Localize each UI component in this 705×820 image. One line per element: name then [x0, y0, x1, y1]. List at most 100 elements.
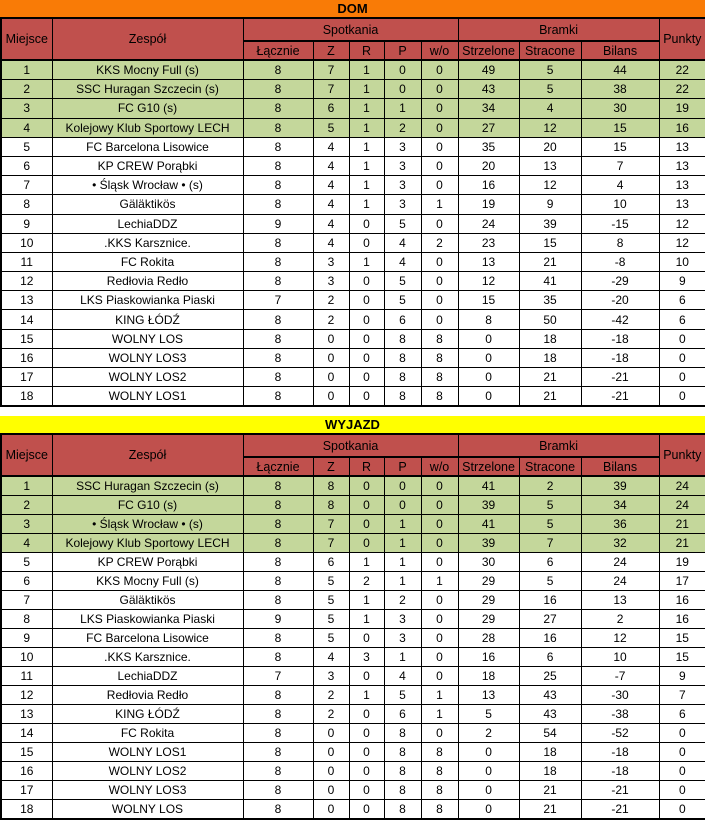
header-group-row: Miejsce Zespół Spotkania Bramki Punkty	[0, 17, 705, 61]
goals-conceded-cell: 25	[518, 666, 582, 687]
goals-scored-cell: 18	[457, 666, 520, 687]
goal-balance-cell: -29	[580, 271, 660, 292]
table-row: 9 FC Barcelona Lisowice 8 5 0 3 0 28 16 12 15	[0, 628, 705, 649]
table-row: 15 WOLNY LOS 8 0 0 8 8 0 18 -18 0	[0, 328, 705, 349]
draws-cell: 0	[348, 761, 385, 782]
goal-balance-cell: -21	[580, 799, 660, 820]
goals-conceded-cell: 18	[518, 742, 582, 763]
col-header-goals-for: Strzelone	[457, 40, 520, 61]
points-cell: 12	[658, 213, 705, 234]
col-group-goals: Bramki	[457, 433, 660, 459]
matches-total-cell: 8	[242, 117, 314, 138]
matches-total-cell: 8	[242, 232, 314, 253]
table-row: 18 WOLNY LOS1 8 0 0 8 8 0 21 -21 0	[0, 386, 705, 407]
home-table-section: DOM Miejsce Zespół Spotkania Bramki Punk…	[0, 0, 705, 408]
losses-cell: 6	[383, 309, 422, 330]
place-cell: 1	[0, 475, 53, 497]
points-cell: 13	[658, 155, 705, 177]
points-cell: 21	[658, 514, 705, 535]
goals-scored-cell: 43	[457, 79, 520, 100]
team-cell: FC Barcelona Lisowice	[51, 136, 244, 157]
goal-balance-cell: -8	[580, 251, 660, 273]
place-cell: 10	[0, 232, 53, 253]
team-cell: Kolejowy Klub Sportowy LECH	[51, 533, 244, 554]
table-row: 13 KING ŁÓDŹ 8 2 0 6 1 5 43 -38 6	[0, 704, 705, 725]
wins-cell: 7	[312, 514, 350, 535]
goals-scored-cell: 24	[457, 213, 520, 234]
matches-total-cell: 8	[242, 251, 314, 273]
goals-scored-cell: 41	[457, 475, 520, 497]
points-cell: 0	[658, 328, 705, 349]
wins-cell: 6	[312, 552, 350, 573]
walkover-cell: 8	[420, 347, 459, 369]
walkover-cell: 0	[420, 213, 459, 234]
goal-balance-cell: 15	[580, 117, 660, 138]
points-cell: 15	[658, 628, 705, 649]
points-cell: 9	[658, 271, 705, 292]
goal-balance-cell: 4	[580, 175, 660, 196]
goals-conceded-cell: 16	[518, 590, 582, 611]
col-header-goals-against: Stracone	[518, 40, 582, 61]
draws-cell: 0	[348, 628, 385, 649]
points-cell: 16	[658, 590, 705, 611]
matches-total-cell: 8	[242, 590, 314, 611]
goal-balance-cell: 39	[580, 475, 660, 497]
wins-cell: 2	[312, 704, 350, 725]
wins-cell: 5	[312, 590, 350, 611]
points-cell: 6	[658, 309, 705, 330]
goal-balance-cell: -38	[580, 704, 660, 725]
walkover-cell: 0	[420, 290, 459, 311]
place-cell: 16	[0, 761, 53, 782]
goal-balance-cell: 32	[580, 533, 660, 554]
losses-cell: 8	[383, 780, 422, 801]
table-row: 5 FC Barcelona Lisowice 8 4 1 3 0 35 20 15 13	[0, 136, 705, 157]
wins-cell: 0	[312, 799, 350, 820]
matches-total-cell: 8	[242, 59, 314, 81]
table-row: 6 KKS Mocny Full (s) 8 5 2 1 1 29 5 24 17	[0, 571, 705, 592]
col-header-goals-against: Stracone	[518, 456, 582, 478]
losses-cell: 8	[383, 742, 422, 763]
table-separator	[0, 407, 705, 417]
place-cell: 7	[0, 175, 53, 196]
place-cell: 13	[0, 290, 53, 311]
col-header-wins: Z	[312, 40, 350, 61]
walkover-cell: 0	[420, 251, 459, 273]
goal-balance-cell: 34	[580, 495, 660, 516]
goals-conceded-cell: 21	[518, 386, 582, 407]
goals-conceded-cell: 6	[518, 552, 582, 573]
goals-scored-cell: 0	[457, 366, 520, 388]
goals-scored-cell: 27	[457, 117, 520, 138]
table-row: 10 .KKS Karsznice. 8 4 3 1 0 16 6 10 15	[0, 647, 705, 668]
goal-balance-cell: -21	[580, 780, 660, 801]
table-row: 5 KP CREW Porąbki 8 6 1 1 0 30 6 24 19	[0, 552, 705, 573]
draws-cell: 0	[348, 475, 385, 497]
place-cell: 12	[0, 271, 53, 292]
goals-scored-cell: 39	[457, 533, 520, 554]
losses-cell: 1	[383, 571, 422, 592]
goals-conceded-cell: 50	[518, 309, 582, 330]
draws-cell: 0	[348, 290, 385, 311]
team-cell: WOLNY LOS2	[51, 761, 244, 782]
home-table-title: DOM	[0, 0, 705, 17]
losses-cell: 1	[383, 98, 422, 119]
goals-scored-cell: 2	[457, 723, 520, 744]
points-cell: 16	[658, 117, 705, 138]
team-cell: Redłovia Redło	[51, 685, 244, 706]
place-cell: 9	[0, 628, 53, 649]
draws-cell: 0	[348, 742, 385, 763]
goals-scored-cell: 0	[457, 328, 520, 349]
points-cell: 0	[658, 723, 705, 744]
losses-cell: 1	[383, 647, 422, 668]
points-cell: 13	[658, 194, 705, 215]
matches-total-cell: 8	[242, 79, 314, 100]
goals-conceded-cell: 43	[518, 704, 582, 725]
goal-balance-cell: -15	[580, 213, 660, 234]
matches-total-cell: 8	[242, 533, 314, 554]
table-row: 14 KING ŁÓDŹ 8 2 0 6 0 8 50 -42 6	[0, 309, 705, 330]
goal-balance-cell: -18	[580, 761, 660, 782]
wins-cell: 0	[312, 780, 350, 801]
goal-balance-cell: -18	[580, 347, 660, 369]
wins-cell: 5	[312, 117, 350, 138]
draws-cell: 1	[348, 155, 385, 177]
place-cell: 6	[0, 155, 53, 177]
